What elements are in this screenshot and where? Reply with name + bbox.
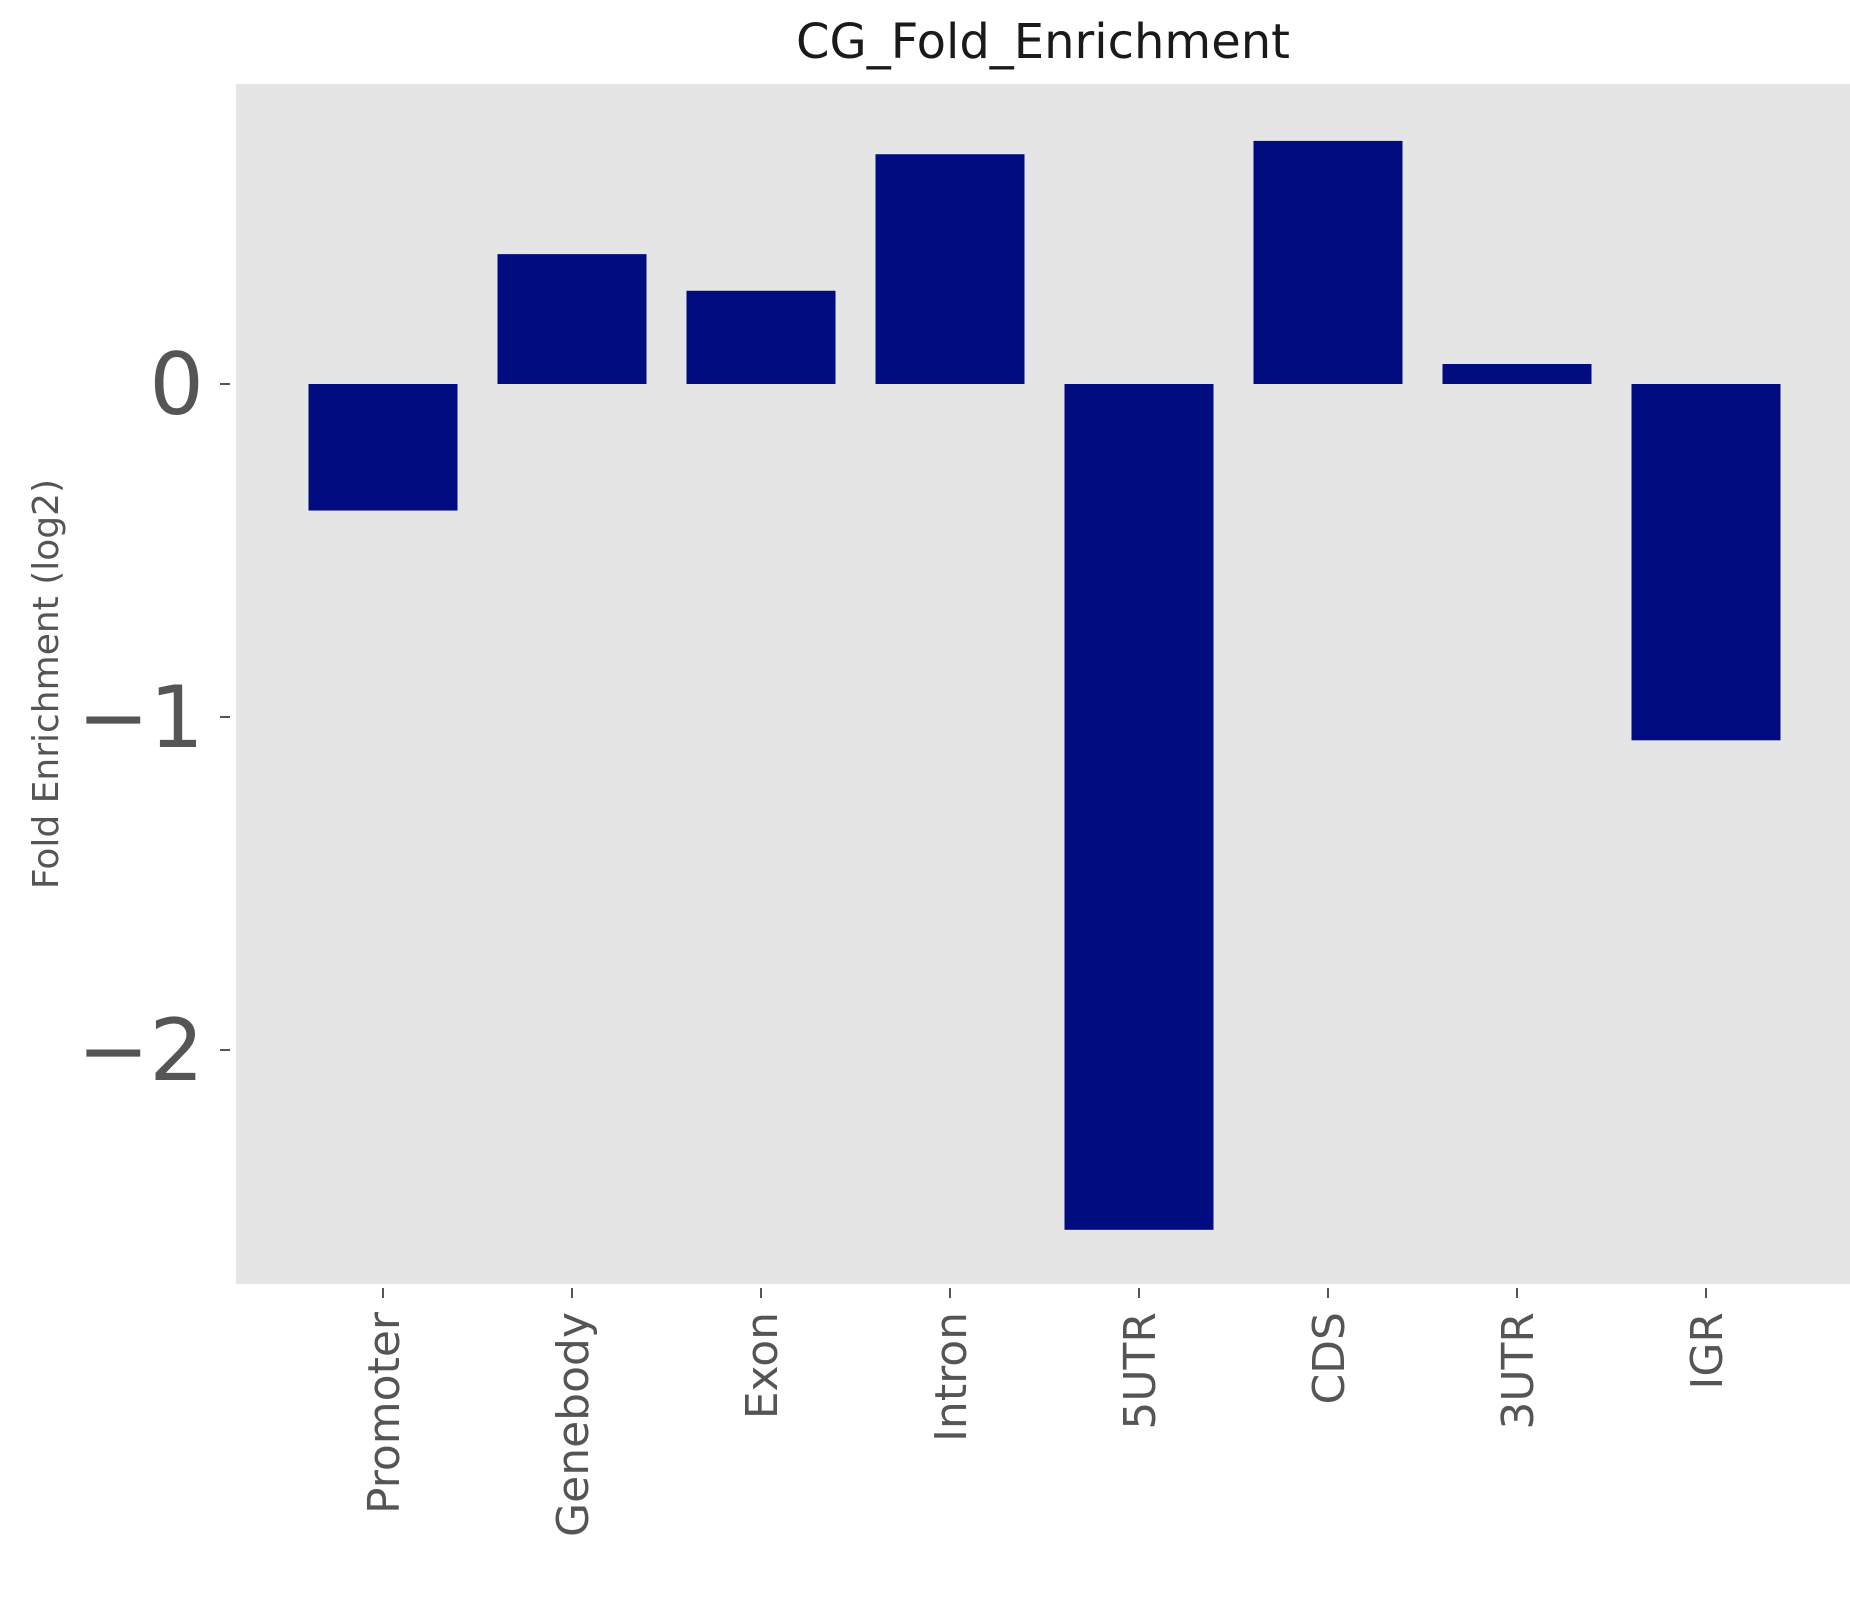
- bars-group: [308, 140, 1781, 1230]
- x-tick-label: CDS: [1304, 1312, 1355, 1405]
- bar-cds: [1253, 140, 1403, 384]
- chart-title: CG_Fold_Enrichment: [796, 14, 1290, 70]
- bar-5utr: [1064, 384, 1214, 1230]
- x-tick-label: Exon: [737, 1312, 788, 1419]
- x-tick-label: IGR: [1682, 1312, 1733, 1390]
- y-tick-label: −2: [77, 1001, 204, 1101]
- x-axis: Promoter Genebody Exon Intron 5UTR CDS 3UTR IGR: [359, 1288, 1733, 1537]
- bar-3utr: [1442, 364, 1592, 384]
- plot-area: [236, 84, 1850, 1284]
- bar-genebody: [497, 254, 647, 384]
- y-axis: 0 −1 −2: [77, 335, 230, 1101]
- x-tick-label: Genebody: [548, 1312, 599, 1537]
- y-axis-label: Fold Enrichment (log2): [26, 479, 67, 889]
- bar-promoter: [308, 384, 458, 511]
- x-tick-label: 5UTR: [1115, 1312, 1166, 1430]
- bar-intron: [875, 154, 1025, 384]
- x-tick-label: Intron: [926, 1312, 977, 1442]
- x-tick-label: 3UTR: [1493, 1312, 1544, 1430]
- x-tick-label: Promoter: [359, 1311, 410, 1514]
- bar-igr: [1631, 384, 1781, 741]
- y-tick-label: −1: [77, 668, 204, 768]
- y-tick-label: 0: [149, 335, 204, 435]
- bar-exon: [686, 290, 836, 384]
